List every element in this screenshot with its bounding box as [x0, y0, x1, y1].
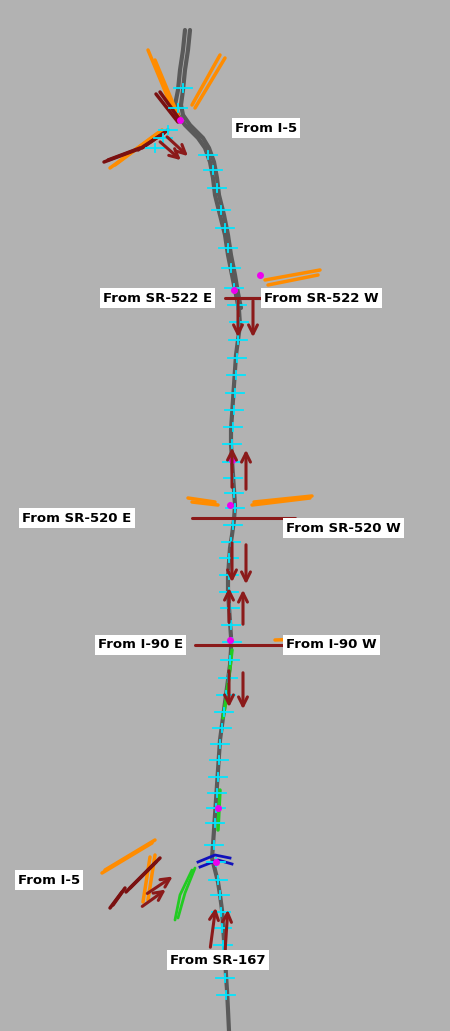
Text: From SR-522 W: From SR-522 W: [264, 292, 378, 304]
Text: From SR-522 E: From SR-522 E: [103, 292, 212, 304]
Text: From I-5: From I-5: [18, 873, 80, 887]
Text: From I-90 W: From I-90 W: [286, 638, 377, 652]
Text: From I-90 E: From I-90 E: [98, 638, 183, 652]
Text: From SR-520 E: From SR-520 E: [22, 511, 131, 525]
Text: From SR-520 W: From SR-520 W: [286, 522, 401, 534]
Text: From I-5: From I-5: [235, 122, 297, 134]
Text: From SR-167: From SR-167: [170, 954, 266, 966]
